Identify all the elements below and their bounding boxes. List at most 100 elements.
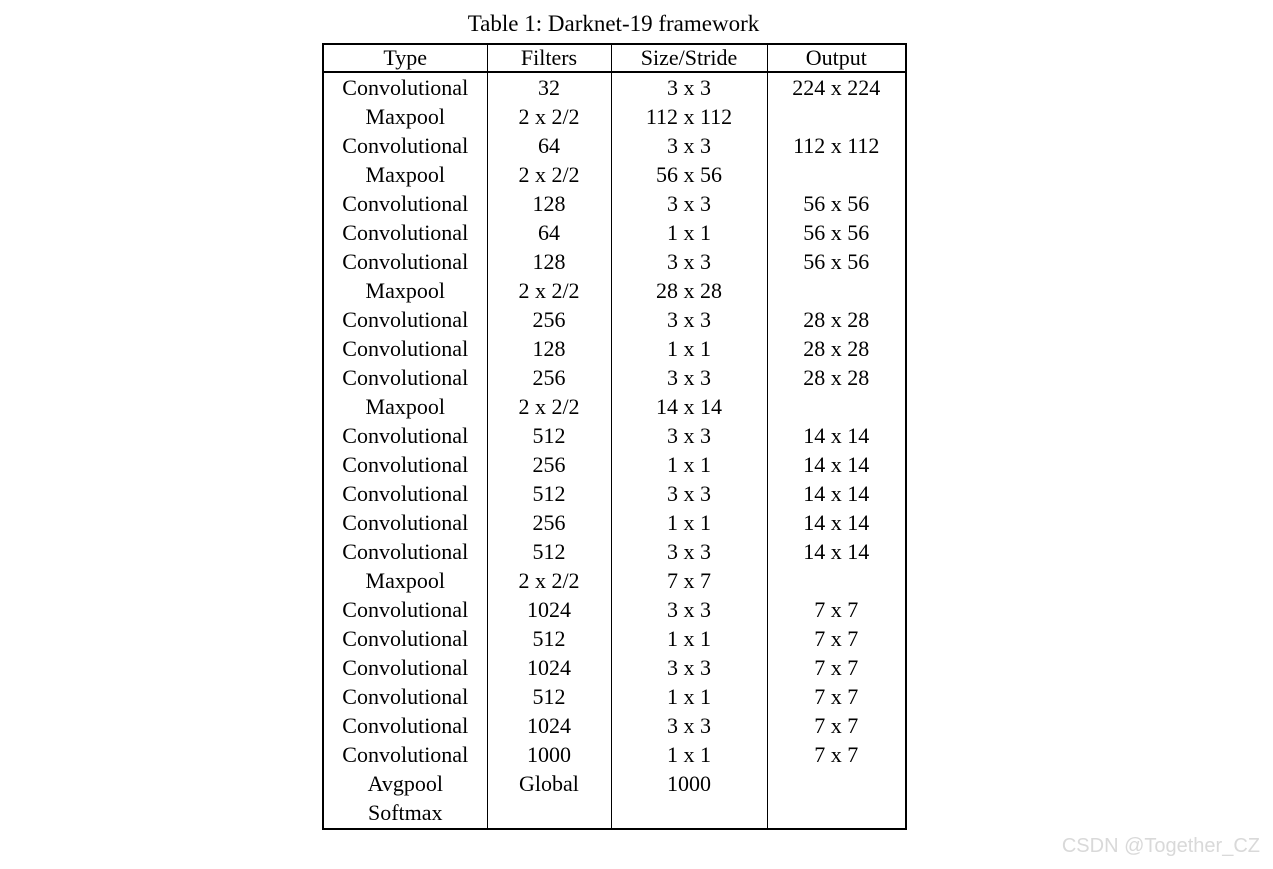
cell-size-stride: 28 x 28 — [610, 276, 767, 306]
cell-output: 7 x 7 — [766, 711, 906, 741]
table-row: Convolutional 128 1 x 1 28 x 28 — [323, 334, 906, 364]
darknet19-table: Type Filters Size/Stride Output Convolut… — [322, 43, 907, 830]
cell-filters: 512 — [486, 682, 611, 712]
col-header-type: Type — [323, 44, 487, 73]
cell-type: Convolutional — [342, 538, 469, 564]
cell-filters — [486, 798, 611, 829]
cell-size-stride: 3 x 3 — [610, 479, 767, 509]
cell-filters: 128 — [486, 247, 611, 277]
cell-size-stride: 1 x 1 — [610, 218, 767, 248]
cell-output: 7 x 7 — [766, 653, 906, 683]
cell-output: 7 x 7 — [766, 740, 906, 770]
header-row: Type Filters Size/Stride Output — [323, 44, 906, 73]
cell-type: Maxpool — [365, 277, 445, 303]
table-row: Convolutional 128 3 x 3 56 x 56 — [323, 247, 906, 277]
cell-filters: 256 — [486, 450, 611, 480]
cell-filters: Global — [486, 769, 611, 799]
col-header-output: Output — [766, 44, 906, 73]
watermark: CSDN @Together_CZ — [1061, 835, 1260, 857]
cell-filters: 512 — [486, 479, 611, 509]
cell-type: Convolutional — [342, 625, 469, 651]
cell-size-stride: 3 x 3 — [610, 653, 767, 683]
cell-output — [766, 769, 906, 799]
table-row: Maxpool 2 x 2/2 7 x 7 — [323, 566, 906, 596]
cell-output: 14 x 14 — [766, 537, 906, 567]
cell-type: Convolutional — [342, 74, 469, 100]
cell-size-stride: 1 x 1 — [610, 450, 767, 480]
cell-filters: 2 x 2/2 — [486, 566, 611, 596]
cell-filters: 64 — [486, 131, 611, 161]
cell-type: Convolutional — [342, 712, 469, 738]
table-row: Convolutional 128 3 x 3 56 x 56 — [323, 189, 906, 219]
cell-output: 224 x 224 — [766, 72, 906, 103]
table-row: Avgpool Global 1000 — [323, 769, 906, 799]
table-row: Maxpool 2 x 2/2 14 x 14 — [323, 392, 906, 422]
cell-filters: 128 — [486, 334, 611, 364]
cell-output: 28 x 28 — [766, 363, 906, 393]
cell-filters: 64 — [486, 218, 611, 248]
table-row: Convolutional 64 1 x 1 56 x 56 — [323, 218, 906, 248]
cell-output: 28 x 28 — [766, 334, 906, 364]
cell-output: 28 x 28 — [766, 305, 906, 335]
cell-type: Convolutional — [342, 335, 469, 361]
cell-size-stride: 3 x 3 — [610, 421, 767, 451]
cell-output: 56 x 56 — [766, 247, 906, 277]
cell-filters: 256 — [486, 363, 611, 393]
table-row: Convolutional 512 3 x 3 14 x 14 — [323, 479, 906, 509]
cell-output — [766, 798, 906, 829]
cell-output: 7 x 7 — [766, 595, 906, 625]
cell-filters: 1024 — [486, 653, 611, 683]
cell-size-stride: 3 x 3 — [610, 595, 767, 625]
cell-size-stride: 3 x 3 — [610, 247, 767, 277]
cell-size-stride: 14 x 14 — [610, 392, 767, 422]
cell-type: Convolutional — [342, 654, 469, 680]
cell-output: 14 x 14 — [766, 421, 906, 451]
cell-filters: 2 x 2/2 — [486, 160, 611, 190]
cell-type: Softmax — [367, 800, 443, 826]
col-header-size-stride: Size/Stride — [610, 44, 767, 73]
cell-filters: 256 — [486, 305, 611, 335]
cell-output — [766, 566, 906, 596]
table-row: Convolutional 512 3 x 3 14 x 14 — [323, 421, 906, 451]
cell-filters: 32 — [486, 72, 611, 103]
cell-size-stride: 1 x 1 — [610, 334, 767, 364]
table-row: Convolutional 256 1 x 1 14 x 14 — [323, 450, 906, 480]
cell-type: Convolutional — [342, 509, 469, 535]
cell-type: Convolutional — [342, 190, 469, 216]
cell-filters: 512 — [486, 537, 611, 567]
cell-type: Convolutional — [342, 364, 469, 390]
cell-output: 14 x 14 — [766, 508, 906, 538]
cell-size-stride: 3 x 3 — [610, 189, 767, 219]
cell-type: Convolutional — [342, 741, 469, 767]
cell-type: Maxpool — [365, 161, 445, 187]
table-row: Softmax — [323, 798, 906, 829]
cell-output: 7 x 7 — [766, 624, 906, 654]
cell-type: Convolutional — [342, 683, 469, 709]
col-header-filters: Filters — [486, 44, 611, 73]
cell-output: 112 x 112 — [766, 131, 906, 161]
cell-type: Convolutional — [342, 422, 469, 448]
table-caption: Table 1: Darknet-19 framework — [467, 11, 760, 36]
cell-size-stride: 1 x 1 — [610, 682, 767, 712]
cell-output: 56 x 56 — [766, 189, 906, 219]
cell-size-stride: 1 x 1 — [610, 624, 767, 654]
table-row: Convolutional 64 3 x 3 112 x 112 — [323, 131, 906, 161]
cell-size-stride: 3 x 3 — [610, 363, 767, 393]
cell-filters: 1024 — [486, 595, 611, 625]
cell-size-stride — [610, 798, 767, 829]
cell-output — [766, 160, 906, 190]
cell-type: Avgpool — [367, 771, 443, 796]
table-row: Convolutional 32 3 x 3 224 x 224 — [323, 72, 906, 103]
cell-output — [766, 276, 906, 306]
cell-size-stride: 3 x 3 — [610, 537, 767, 567]
table-row: Convolutional 256 3 x 3 28 x 28 — [323, 363, 906, 393]
cell-filters: 256 — [486, 508, 611, 538]
cell-output: 14 x 14 — [766, 479, 906, 509]
cell-type: Maxpool — [365, 103, 445, 129]
cell-size-stride: 112 x 112 — [610, 102, 767, 132]
cell-size-stride: 7 x 7 — [610, 566, 767, 596]
